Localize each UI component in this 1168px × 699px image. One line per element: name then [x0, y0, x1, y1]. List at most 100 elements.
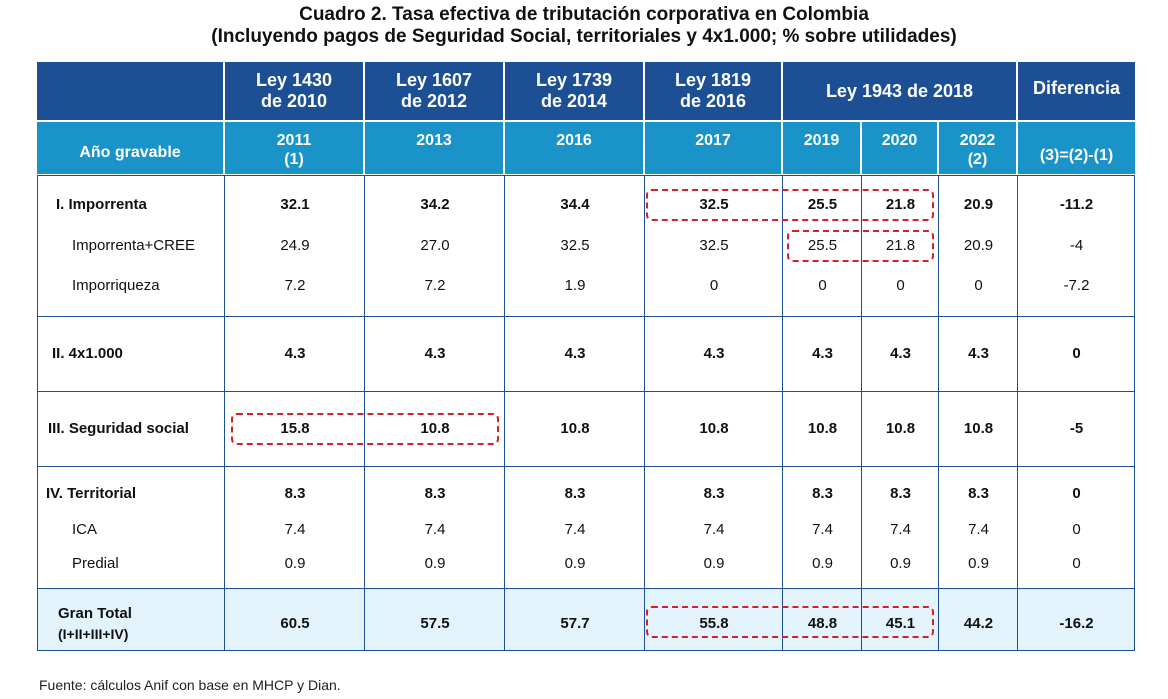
year-note: (1) — [284, 151, 304, 168]
value-cell: 8.3 — [968, 485, 989, 502]
highlight-box — [646, 606, 934, 638]
value-cell: 7.4 — [564, 521, 586, 538]
total-value-cell: -16.2 — [1059, 615, 1094, 632]
total-value-cell: 48.8 — [807, 615, 838, 632]
row-label: III. Seguridad social — [48, 420, 189, 437]
value-cell: 20.9 — [963, 237, 994, 254]
source-note: Fuente: cálculos Anif con base en MHCP y… — [39, 677, 341, 693]
value-cell: -4 — [1069, 237, 1084, 254]
value-cell: 0 — [896, 277, 905, 294]
highlight-box — [231, 413, 499, 445]
value-cell: 24.9 — [280, 237, 310, 254]
law-year: de 2010 — [260, 91, 328, 111]
value-cell: 8.3 — [284, 485, 306, 502]
law-year: de 2014 — [540, 91, 608, 111]
value-cell: 10.8 — [963, 420, 994, 437]
value-cell: 20.9 — [963, 196, 994, 213]
total-value-cell: 57.7 — [560, 615, 590, 632]
value-cell: 4.3 — [968, 345, 989, 362]
year-header-2019: 2019 — [783, 122, 860, 174]
value-cell: -11.2 — [1059, 196, 1094, 213]
year-note: (2) — [967, 151, 988, 168]
value-cell: 0 — [709, 277, 719, 294]
row-divider — [37, 588, 1135, 589]
value-cell: 4.3 — [424, 345, 446, 362]
header-blank-cell — [37, 62, 223, 120]
value-cell: -5 — [1069, 420, 1084, 437]
value-cell: 32.5 — [699, 237, 729, 254]
value-cell: 0 — [1072, 345, 1081, 362]
value-cell: 21.8 — [885, 237, 916, 254]
value-cell: 32.1 — [280, 196, 310, 213]
law-name: Ley 1607 — [395, 70, 473, 90]
year-header-2013: 2013 — [365, 122, 503, 174]
value-cell: 8.3 — [424, 485, 446, 502]
value-cell: 7.4 — [703, 521, 725, 538]
row-label: Imporriqueza — [72, 277, 160, 294]
value-cell: 32.5 — [699, 196, 729, 213]
row-divider — [37, 175, 1135, 176]
value-cell: 4.3 — [812, 345, 833, 362]
value-cell: 10.8 — [560, 420, 590, 437]
value-cell: 0 — [818, 277, 827, 294]
ano-gravable-header: Año gravable — [37, 122, 223, 174]
row-label: Predial — [72, 555, 119, 572]
total-formula: (I+II+III+IV) — [58, 626, 129, 642]
value-cell: 7.4 — [812, 521, 833, 538]
law-header-3: Ley 1739 de 2014 — [505, 62, 643, 120]
year-header-2016: 2016 — [505, 122, 643, 174]
total-value-cell: 57.5 — [420, 615, 450, 632]
year-header-2022: 2022 (2) — [939, 122, 1016, 174]
total-value-cell: 44.2 — [963, 615, 994, 632]
law-name: Ley 1819 — [674, 70, 752, 90]
value-cell: 27.0 — [420, 237, 450, 254]
total-value-cell: 45.1 — [885, 615, 916, 632]
row-label: I. Imporrenta — [56, 196, 147, 213]
value-cell: 7.4 — [284, 521, 306, 538]
table-title: Cuadro 2. Tasa efectiva de tributación c… — [299, 4, 869, 25]
column-divider — [224, 175, 225, 651]
row-label: Imporrenta+CREE — [72, 237, 195, 254]
year-header-2020: 2020 — [862, 122, 937, 174]
year-label: 2013 — [416, 132, 452, 149]
value-cell: 25.5 — [807, 237, 838, 254]
value-cell: 8.3 — [703, 485, 725, 502]
column-divider — [504, 175, 505, 651]
value-cell: 0.9 — [812, 555, 833, 572]
value-cell: 0.9 — [703, 555, 725, 572]
value-cell: 10.8 — [699, 420, 729, 437]
year-label: 2017 — [695, 132, 731, 149]
year-label: 2016 — [556, 132, 592, 149]
row-divider — [37, 650, 1135, 651]
value-cell: 15.8 — [280, 420, 310, 437]
highlight-box — [646, 189, 934, 221]
value-cell: 34.2 — [420, 196, 450, 213]
value-cell: 0 — [1072, 555, 1081, 572]
row-divider — [37, 466, 1135, 467]
diff-formula-header: (3)=(2)-(1) — [1018, 122, 1135, 174]
table-right-border — [1134, 175, 1135, 651]
row-label: IV. Territorial — [46, 485, 137, 502]
column-divider — [861, 175, 862, 651]
value-cell: 0.9 — [284, 555, 306, 572]
year-label: 2022 — [959, 132, 996, 149]
law-header-1943: Ley 1943 de 2018 — [783, 62, 1016, 120]
column-divider — [644, 175, 645, 651]
year-header-2011: 2011 (1) — [225, 122, 363, 174]
column-divider — [782, 175, 783, 651]
row-label: ICA — [72, 521, 98, 538]
value-cell: 7.4 — [968, 521, 989, 538]
column-divider — [1017, 175, 1018, 651]
year-header-2017: 2017 — [645, 122, 781, 174]
value-cell: 34.4 — [560, 196, 590, 213]
value-cell: 0 — [1072, 521, 1081, 538]
value-cell: 8.3 — [564, 485, 586, 502]
value-cell: 0.9 — [890, 555, 911, 572]
value-cell: 4.3 — [564, 345, 586, 362]
value-cell: 21.8 — [885, 196, 916, 213]
column-divider — [938, 175, 939, 651]
row-label: II. 4x1.000 — [52, 345, 123, 362]
year-label: 2019 — [803, 132, 840, 149]
law-name: Ley 1739 — [535, 70, 613, 90]
value-cell: 0 — [1072, 485, 1081, 502]
